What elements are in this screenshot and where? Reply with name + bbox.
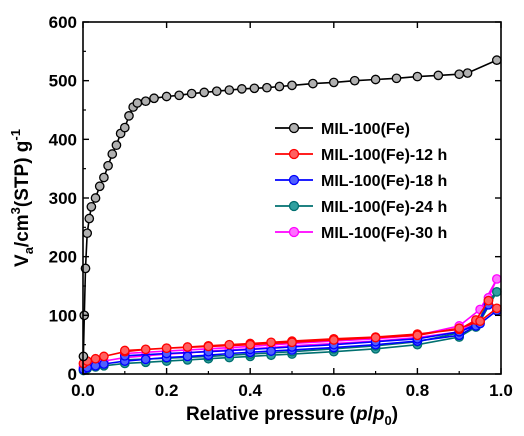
data-point [99,351,109,362]
legend-label: MIL-100(Fe)-24 h [321,199,447,216]
data-point [433,70,444,81]
data-point [174,90,184,101]
y-tick-label: 200 [49,248,77,267]
axis-ticks: 0.0 0.2 0.4 0.6 0.8 1.0 0 100 200 300 400 500 600 [49,13,513,400]
x-tick-label: 0.8 [406,381,430,400]
data-point [274,81,285,92]
data-point [391,73,402,84]
data-point [454,69,465,80]
data-point [90,353,101,364]
data-point [140,354,151,365]
data-point [262,82,272,93]
x-tick-label: 1.0 [489,381,513,400]
data-point [475,316,485,327]
data-point [491,55,502,65]
data-point [370,74,381,85]
legend-item: MIL-100(Fe)-30 h [275,225,447,242]
data-point [140,96,151,107]
series-1 [78,295,502,369]
data-point [90,193,101,203]
data-point [224,348,235,359]
legend-item: MIL-100(Fe)-24 h [275,199,447,216]
y-axis-title: Va/cm3(STP) g-1 [8,129,36,267]
data-point [161,91,172,102]
data-point [491,287,502,297]
data-point [412,71,423,82]
legend-item: MIL-100(Fe)-12 h [275,147,447,164]
x-tick-label: 0.4 [238,381,262,400]
data-point [124,111,134,121]
legend-marker [288,226,300,238]
legend-item: MIL-100(Fe)-18 h [275,173,447,190]
legend-label: MIL-100(Fe)-12 h [321,147,447,164]
data-point [266,346,276,356]
x-tick-label: 0.6 [322,381,346,400]
data-point [182,351,193,362]
legend-item: MIL-100(Fe) [275,121,410,138]
data-point [370,332,381,343]
y-tick-label: 0 [68,365,77,384]
data-point [111,140,122,151]
data-point [161,343,172,354]
data-point [86,201,97,212]
y-tick-label: 100 [49,306,77,325]
data-point [84,213,95,224]
data-point [119,345,130,356]
data-point [412,330,423,341]
data-point [462,68,473,78]
legend-marker [288,200,300,212]
x-axis-title: Relative pressure (p/p0) [186,404,398,428]
data-point [266,337,276,348]
data-point [182,342,193,352]
x-tick-label: 0.2 [155,381,179,400]
legend-marker [288,148,300,160]
data-point [491,303,502,314]
data-point [249,83,260,94]
y-tick-label: 500 [49,72,77,91]
data-point [119,122,130,133]
legend-label: MIL-100(Fe) [321,121,410,138]
data-point [328,77,339,88]
data-point [103,160,113,171]
x-tick-label: 0.0 [71,381,95,400]
legend-marker [288,122,300,134]
data-point [211,86,222,97]
data-point [287,80,297,91]
data-point [107,149,118,159]
data-point [454,323,465,334]
data-point [224,339,235,350]
data-point [224,85,235,95]
y-tick-label: 600 [49,13,77,32]
data-point [94,181,105,192]
data-point [82,228,93,239]
y-tick-label: 300 [49,189,77,208]
data-point [287,337,297,348]
data-point [140,344,151,355]
data-point [186,88,197,99]
series-0 [78,55,502,362]
plot-marks [78,55,502,376]
data-point [203,341,214,352]
data-point [199,87,210,98]
data-point [349,75,360,86]
legend-label: MIL-100(Fe)-18 h [321,173,447,190]
data-point [245,339,256,350]
data-point [236,84,247,94]
series-line [82,59,498,357]
data-point [328,335,339,345]
data-point [149,93,159,104]
data-point [308,78,318,89]
legend-marker [288,174,300,186]
legend-label: MIL-100(Fe)-30 h [321,225,447,242]
data-point [491,274,502,284]
data-point [99,172,109,183]
y-tick-label: 400 [49,130,77,149]
data-point [132,98,143,108]
legend: MIL-100(Fe) MIL-100(Fe)-12 h MIL-100(Fe)-1… [275,121,447,242]
data-point [483,295,494,306]
